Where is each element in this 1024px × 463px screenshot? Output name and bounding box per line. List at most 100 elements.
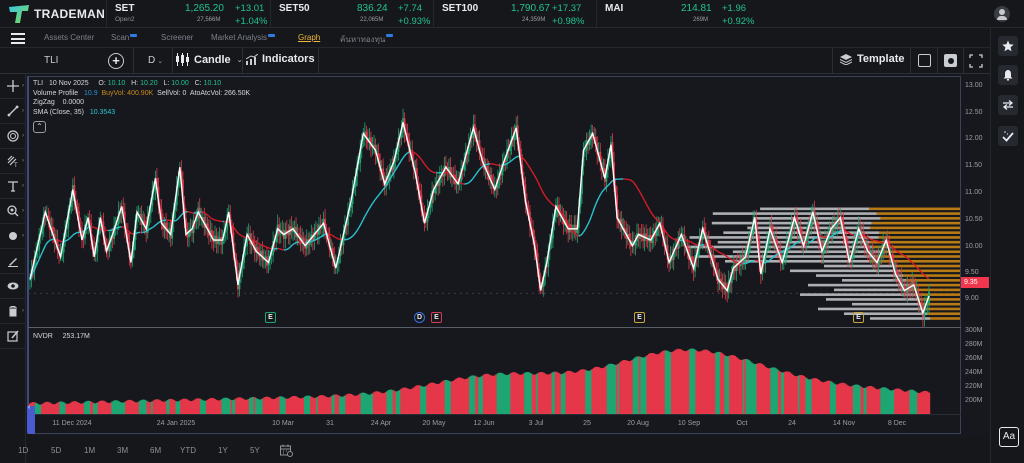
pane-divider[interactable] <box>28 327 961 328</box>
chart-panel[interactable] <box>27 76 961 434</box>
low-value: 10.00 <box>171 80 189 87</box>
nav-label: Market Analysis <box>211 33 268 42</box>
range-ytd[interactable]: YTD <box>180 446 196 455</box>
legend-date: 10 Nov 2025 <box>48 80 89 87</box>
vp-label[interactable]: Volume Profile <box>33 89 79 97</box>
ticker-change: +17.37 <box>552 3 582 14</box>
ticker-name: SET <box>115 3 135 14</box>
time-tick: 11 Dec 2024 <box>52 420 92 427</box>
indicators-button[interactable]: Indicators <box>246 53 315 65</box>
visibility-tool[interactable] <box>0 274 26 299</box>
new-badge <box>386 34 394 37</box>
swap-arrows-icon <box>1002 100 1014 110</box>
time-tick: 12 Jun <box>473 420 495 427</box>
nvdr-label: NVDR <box>33 333 53 340</box>
nav-assets-center[interactable]: Assets Center <box>44 33 94 42</box>
ticker-price: 1,790.67 <box>511 3 550 14</box>
screenshot-button[interactable] <box>944 54 957 67</box>
bell-icon <box>1003 70 1013 81</box>
fibonacci-tool[interactable]: › <box>0 124 26 149</box>
fullscreen-icon[interactable] <box>969 54 983 68</box>
template-button[interactable]: Template <box>840 53 904 65</box>
price-chart-canvas[interactable] <box>28 77 961 414</box>
alerts-button[interactable] <box>998 65 1018 85</box>
symbol-input[interactable]: TLI <box>44 55 59 66</box>
ticker-set[interactable]: SET Open2 1,265.20 27,566M +13.01 +1.04% <box>106 0 268 28</box>
user-avatar-icon[interactable] <box>994 6 1010 22</box>
dot-icon <box>9 232 17 240</box>
time-tick: 20 Aug <box>627 420 649 427</box>
event-marker-e[interactable]: E <box>853 312 864 323</box>
volume-profile-row: Volume Profile 10.9 BuyVol: 400.90K Sell… <box>33 89 250 99</box>
last-price-tag: 9.35 <box>961 277 989 288</box>
nav-screener[interactable]: Screener <box>161 33 193 42</box>
ticker-set50[interactable]: SET50 836.24 22,065M +7.74 +0.93% <box>270 0 432 28</box>
marker-tool[interactable]: › <box>0 224 26 249</box>
event-marker-e[interactable]: E <box>431 312 442 323</box>
ticker-mai[interactable]: MAI 214.81 269M +1.96 +0.92% <box>596 0 758 28</box>
time-axis[interactable]: 11 Dec 2024 24 Jan 2025 10 Mar 31 24 Apr 20 M… <box>28 414 961 433</box>
range-3m[interactable]: 3M <box>117 446 129 455</box>
pattern-tool[interactable]: T › <box>0 149 26 174</box>
time-tick: 10 Mar <box>272 420 294 427</box>
add-symbol-button[interactable]: + <box>108 53 124 69</box>
indicators-label: Indicators <box>262 53 315 65</box>
collapse-legend-button[interactable]: ⌃ <box>33 121 46 133</box>
event-marker-e[interactable]: E <box>634 312 645 323</box>
time-tick: 31 <box>326 420 334 427</box>
high-value: 10.20 <box>140 80 158 87</box>
nav-graph[interactable]: Graph <box>298 33 320 42</box>
calendar-icon[interactable] <box>280 444 293 457</box>
sma-label[interactable]: SMA (Close, 35) <box>33 108 84 116</box>
brush-tool[interactable] <box>0 249 26 274</box>
ticker-change: +13.01 <box>235 3 265 14</box>
font-size-button[interactable]: Aa <box>999 427 1019 447</box>
range-1y[interactable]: 1Y <box>218 446 228 455</box>
volume-tick: 240M <box>965 369 983 376</box>
ticker-price: 1,265.20 <box>185 3 224 14</box>
range-1m[interactable]: 1M <box>84 446 96 455</box>
time-tick: 24 Apr <box>370 420 392 427</box>
timeframe-select[interactable]: D ⌄ <box>148 55 163 66</box>
close-label: C: <box>194 80 202 87</box>
zoom-tool[interactable]: › <box>0 199 26 224</box>
brand-name: TRADEMAN <box>34 7 106 21</box>
crosshair-tool[interactable]: › <box>0 74 26 99</box>
scroll-left-handle[interactable]: ‹ <box>27 404 35 434</box>
range-5d[interactable]: 5D <box>51 446 62 455</box>
range-5y[interactable]: 5Y <box>250 446 260 455</box>
trade-button[interactable] <box>998 95 1018 115</box>
nav-scan[interactable]: Scan <box>111 33 138 42</box>
event-marker-d[interactable]: D <box>414 312 425 323</box>
brand-logo[interactable]: TRADEMAN <box>8 4 105 24</box>
watchlist-button[interactable] <box>998 36 1018 56</box>
hamburger-menu-icon[interactable] <box>11 33 25 44</box>
delete-tool[interactable]: › <box>0 299 26 324</box>
ticker-set100[interactable]: SET100 1,790.67 24,359M +17.37 +0.98% <box>433 0 595 28</box>
pattern-text-icon: T <box>7 155 18 167</box>
chart-type-select[interactable]: Candle ⌄ <box>176 53 243 66</box>
ticker-percent: +1.04% <box>235 16 268 27</box>
range-6m[interactable]: 6M <box>150 446 162 455</box>
time-tick: 10 Sep <box>677 420 701 427</box>
layout-square-button[interactable] <box>918 54 931 67</box>
nav-fund-search[interactable]: ค้นหาทองทุน <box>340 33 394 46</box>
price-axis[interactable]: 13.00 12.50 12.00 11.50 11.00 10.50 10.0… <box>961 76 990 434</box>
ticker-session: Open2 <box>115 16 135 23</box>
range-1d[interactable]: 1D <box>18 446 29 455</box>
zigzag-label[interactable]: ZigZag <box>33 99 55 106</box>
trendline-tool[interactable]: › <box>0 99 26 124</box>
nav-market-analysis[interactable]: Market Analysis <box>211 33 276 42</box>
event-marker-e[interactable]: E <box>265 312 276 323</box>
layers-icon <box>840 53 852 65</box>
nav-label: ค้นหาทองทุน <box>340 35 386 44</box>
atoatc-volume: AtoAtcVol: 266.50K <box>189 89 251 97</box>
text-tool[interactable]: › <box>0 174 26 199</box>
chevron-left-icon: ‹ <box>28 404 31 411</box>
edit-chart-tool[interactable] <box>0 324 26 349</box>
magic-check-button[interactable] <box>998 126 1018 146</box>
ticker-name: MAI <box>605 3 624 14</box>
ticker-name: SET50 <box>279 3 310 14</box>
trash-icon <box>9 306 17 317</box>
price-tick: 12.00 <box>965 135 983 142</box>
